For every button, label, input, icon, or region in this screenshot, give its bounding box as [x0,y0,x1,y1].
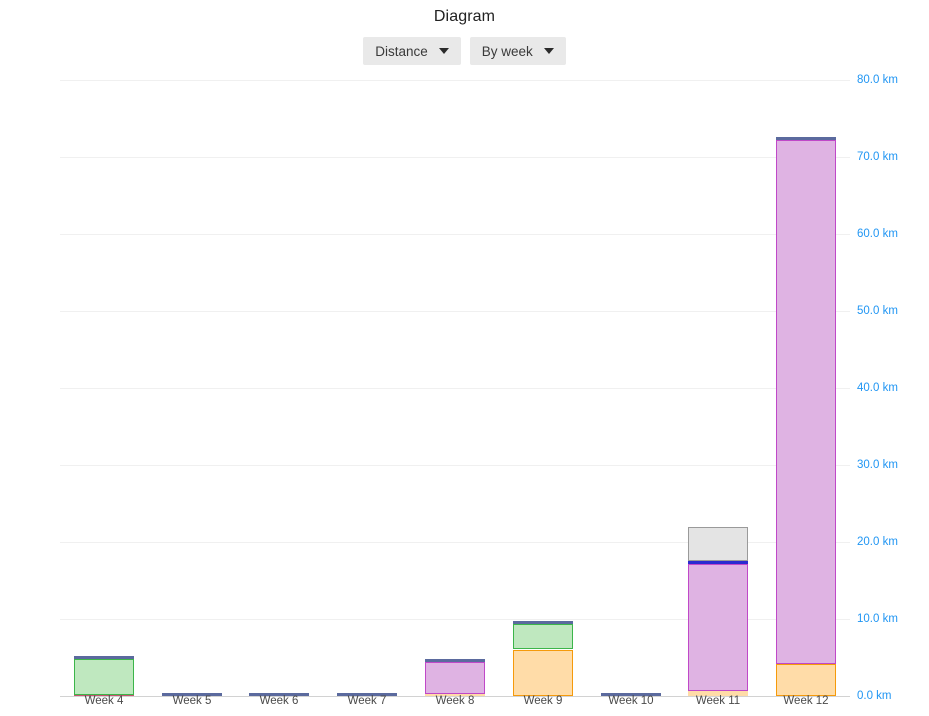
x-axis-tick-label: Week 9 [523,695,563,707]
y-axis-tick-label: 80.0 km [857,74,898,86]
y-axis-tick-label: 20.0 km [857,536,898,548]
bar-segment-gray [688,527,748,561]
bar-group[interactable] [425,0,485,716]
gridline [60,465,850,466]
chevron-down-icon [543,48,554,54]
page-title: Diagram [433,8,496,25]
bar-segment-orange [425,693,485,696]
gridline [60,619,850,620]
x-axis-tick-label: Week 5 [172,695,212,707]
x-axis-tick-label: Week 6 [259,695,299,707]
gridline [60,388,850,389]
y-axis-tick-label: 50.0 km [857,305,898,317]
bar-segment-blue-line [688,560,748,564]
gridline [60,234,850,235]
y-axis-tick-label: 10.0 km [857,613,898,625]
bar-group[interactable] [688,0,748,716]
bar-segment-slate [162,693,222,696]
period-dropdown-label: By week [481,43,533,59]
bar-group[interactable] [601,0,661,716]
axis-baseline [60,696,850,697]
metric-dropdown-label: Distance [375,43,428,59]
gridline [60,80,850,81]
bar-group[interactable] [249,0,309,716]
x-axis-tick-label: Week 4 [84,695,124,707]
x-axis-tick-label: Week 10 [608,695,654,707]
y-axis-tick-label: 70.0 km [857,151,898,163]
y-axis-tick-label: 40.0 km [857,382,898,394]
x-axis-tick-label: Week 11 [695,695,741,707]
gridline [60,542,850,543]
bar-segment-slate [601,693,661,696]
bar-group[interactable] [513,0,573,716]
bar-segment-slate [337,693,397,696]
bar-group[interactable] [162,0,222,716]
metric-dropdown[interactable]: Distance [363,37,461,65]
bar-segment-orange [776,664,836,696]
bar-segment-purple [425,662,485,694]
chevron-down-icon [438,48,449,54]
bar-segment-slate-cap [513,621,573,624]
y-axis-tick-label: 0.0 km [857,690,892,702]
bar-group[interactable] [74,0,134,716]
bar-segment-purple [776,140,836,664]
gridline [60,311,850,312]
bar-segment-slate [249,693,309,696]
bar-segment-orange [513,650,573,696]
chart-controls: Distance By week [0,37,929,65]
period-dropdown[interactable]: By week [469,37,566,65]
bar-group[interactable] [776,0,836,716]
y-axis-tick-label: 30.0 km [857,459,898,471]
bar-segment-slate-cap [74,656,134,659]
bar-segment-green [74,659,134,695]
x-axis-tick-label: Week 8 [435,695,475,707]
gridline [60,157,850,158]
bar-segment-orange [688,691,748,696]
bar-segment-purple [688,564,748,691]
y-axis-tick-label: 60.0 km [857,228,898,240]
bar-segment-green [513,624,573,649]
bar-segment-slate-cap [425,659,485,662]
x-axis-tick-label: Week 7 [347,695,387,707]
x-axis-tick-label: Week 12 [783,695,829,707]
bar-group[interactable] [337,0,397,716]
bar-segment-slate-cap [776,137,836,140]
